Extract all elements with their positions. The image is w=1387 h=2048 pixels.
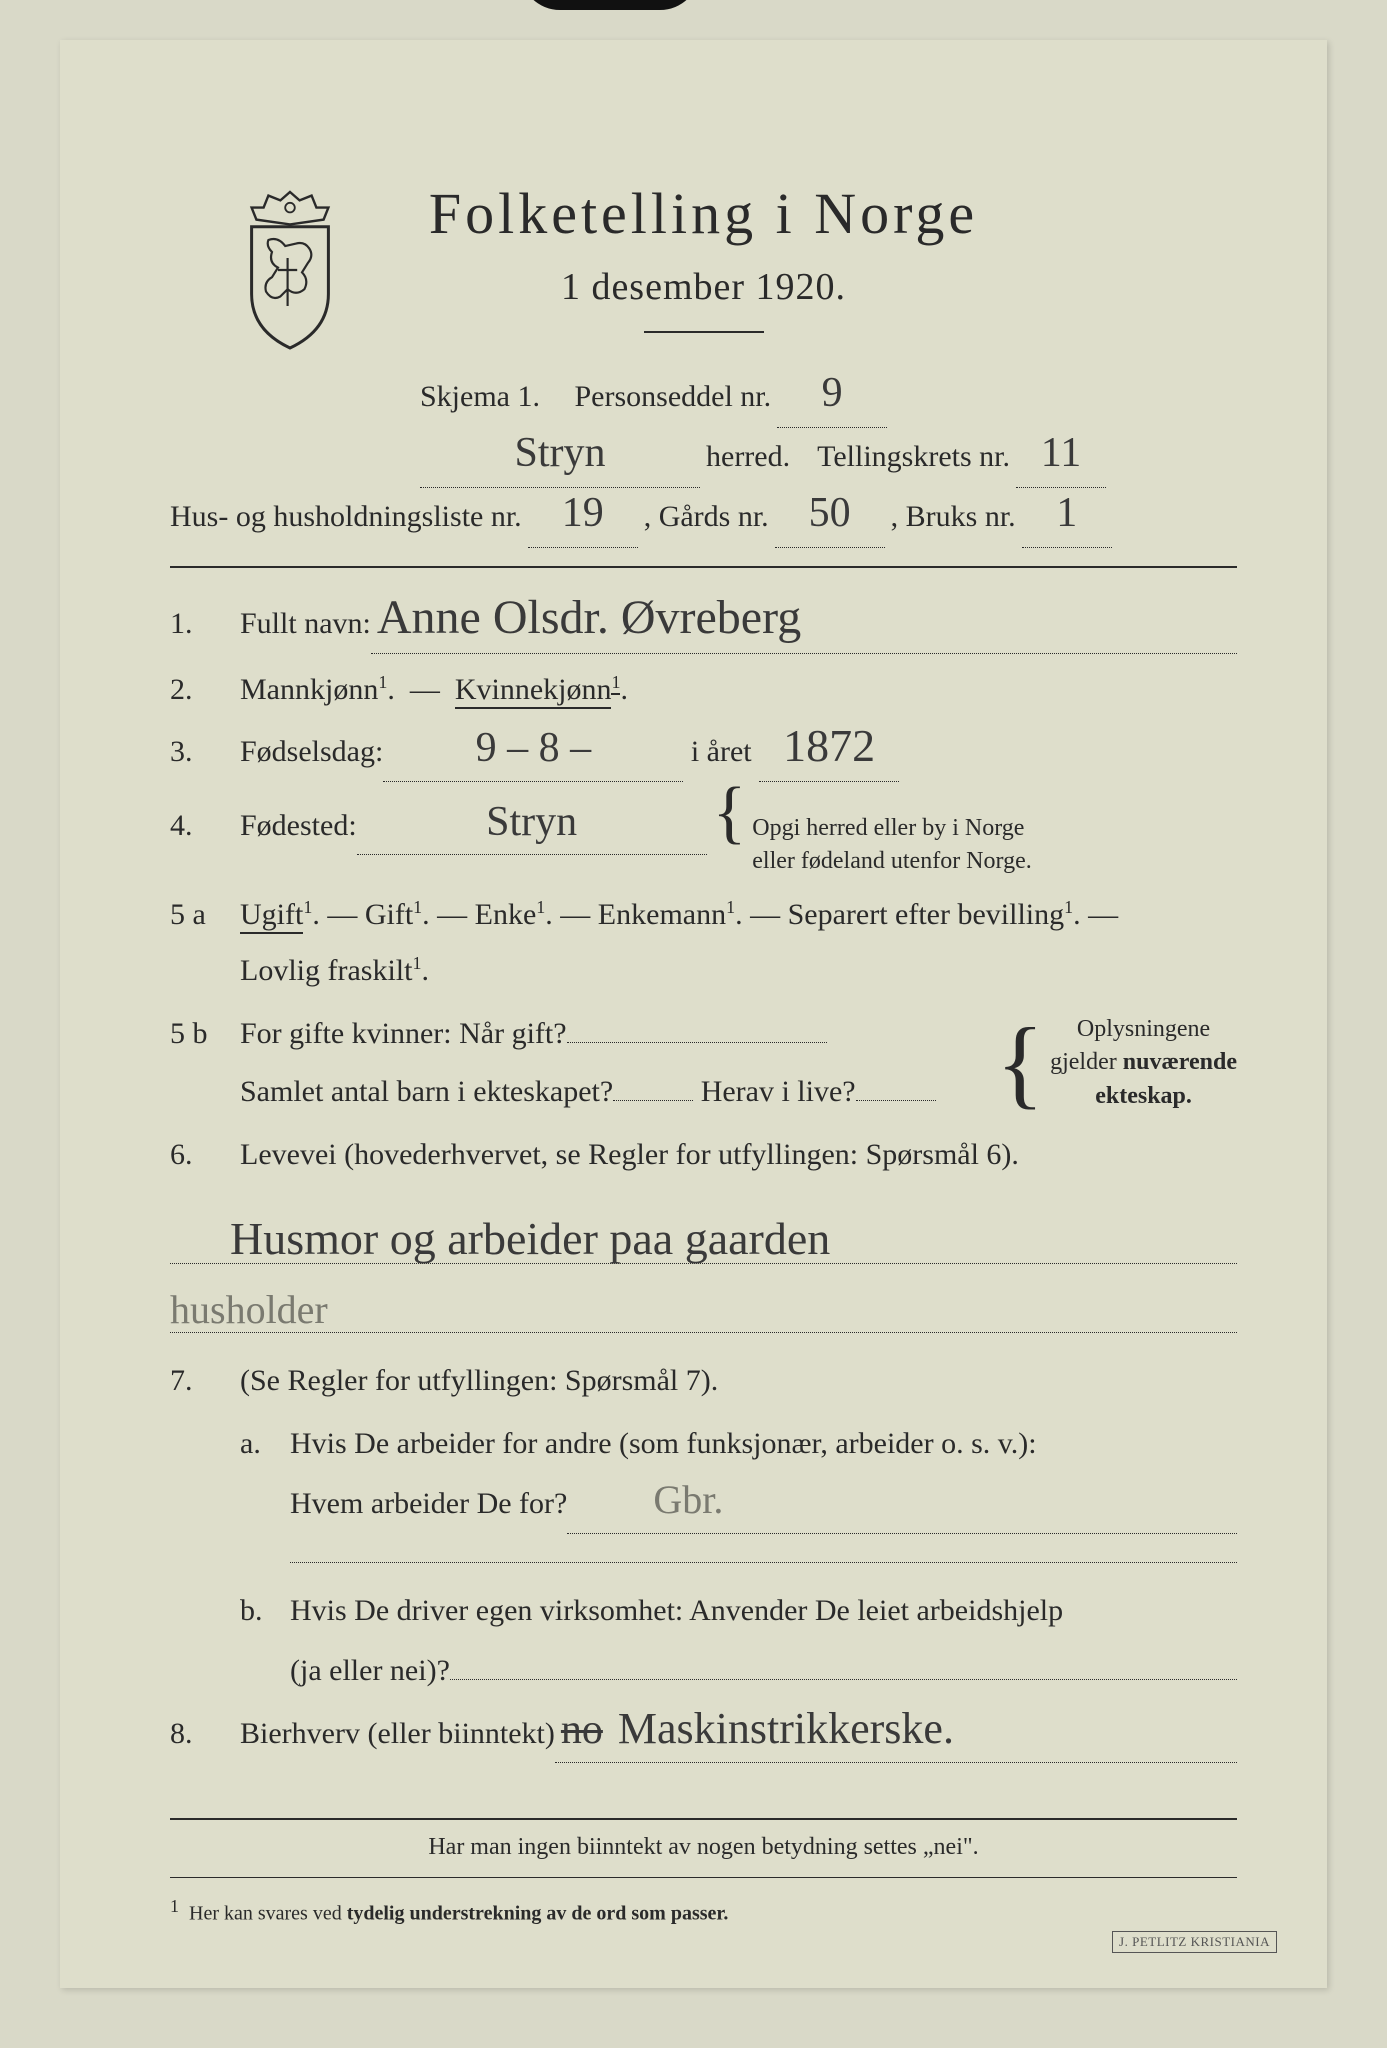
q2-num: 2. [170,664,240,717]
gards-value: 50 [809,490,851,536]
q3-label: Fødselsdag: [240,726,383,779]
q7a-letter: a. [240,1418,290,1471]
q3-year: 1872 [783,720,875,771]
q4-note1: Opgi herred eller by i Norge [752,815,1024,841]
q6-num: 6. [170,1129,240,1182]
q1-label: Fullt navn: [240,598,371,651]
q8-row: 8. Bierhverv (eller biinntekt) no Maskin… [170,1708,1237,1764]
q3-num: 3. [170,726,240,779]
page-torn-edge [520,0,700,10]
bruks-label: , Bruks nr. [891,488,1016,545]
q7-label: (Se Regler for utfyllingen: Spørsmål 7). [240,1364,718,1397]
q1-row: 1. Fullt navn: Anne Olsdr. Øvreberg [170,598,1237,654]
q1-value: Anne Olsdr. Øvreberg [377,591,801,644]
q3-year-label: i året [691,726,752,779]
brace-icon: { [713,792,747,834]
q5a-num: 5 a [170,889,240,942]
skjema-label: Skjema 1. [420,368,540,425]
q5b-label2: Samlet antal barn i ekteskapet? [240,1066,613,1119]
q4-note2: eller fødeland utenfor Norge. [752,848,1031,874]
q6-line1: Husmor og arbeider paa gaarden [170,1221,1237,1264]
q8-strike: no [561,1707,603,1753]
q2-row: 2. Mannkjønn1. — Kvinnekjønn1. [170,664,1237,717]
q5a-enkemann: Enkemann [598,898,726,931]
q1-num: 1. [170,598,240,651]
q5a-gift: Gift [365,898,413,931]
census-form-page: Folketelling i Norge 1 desember 1920. Sk… [60,40,1327,1988]
q5a-enke: Enke [475,898,537,931]
q5a-ugift: Ugift [240,898,303,934]
personseddel-label: Personseddel nr. [575,368,772,425]
meta-rule [170,566,1237,568]
herred-value: Stryn [514,430,605,476]
q5a-lovlig: Lovlig fraskilt [240,954,412,987]
hus-label: Hus- og husholdningsliste nr. [170,488,522,545]
q2-mann: Mannkjønn [240,673,378,706]
footer-small: 1 Her kan svares ved tydelig understrekn… [170,1896,1237,1926]
q8-num: 8. [170,1708,240,1761]
q6-line2: husholder [170,1294,1237,1333]
q7a-line2 [290,1558,1237,1563]
q5b-row: 5 b For gifte kvinner: Når gift? Samlet … [170,1008,1237,1119]
q6-row: 6. Levevei (hovederhvervet, se Regler fo… [170,1129,1237,1182]
q7b-row: b. Hvis De driver egen virksomhet: Anven… [240,1585,1237,1638]
meta-row-1: Skjema 1. Personseddel nr. 9 [420,368,1177,428]
gards-label: , Gårds nr. [644,488,769,545]
q4-num: 4. [170,800,240,853]
q4-value: Stryn [486,799,577,845]
q7b-q: (ja eller nei)? [290,1645,450,1698]
q6-label: Levevei (hovederhvervet, se Regler for u… [240,1138,1019,1171]
bruks-value: 1 [1056,490,1077,536]
q2-kvinne: Kvinnekjønn [455,673,612,709]
q5b-label3: Herav i live? [701,1066,856,1119]
q4-row: 4. Fødested: Stryn { Opgi herred eller b… [170,792,1237,879]
q7b-q-row: (ja eller nei)? [240,1645,1237,1698]
q7a-q-row: Hvem arbeider De for? Gbr. [240,1478,1237,1534]
meta-row-2: Stryn herred. Tellingskrets nr. 11 [420,428,1177,488]
coat-of-arms [230,185,350,360]
tellingskrets-label: Tellingskrets nr. [817,428,1010,485]
personseddel-value: 9 [822,370,843,416]
q5a-separert: Separert efter bevilling [788,898,1065,931]
q7-row: 7. (Se Regler for utfyllingen: Spørsmål … [170,1355,1237,1408]
q7b-label: Hvis De driver egen virksomhet: Anvender… [290,1585,1063,1638]
q6-value: Husmor og arbeider paa gaarden [230,1213,830,1264]
q7-num: 7. [170,1355,240,1408]
footer-rule-2 [170,1877,1237,1878]
q7a-row: a. Hvis De arbeider for andre (som funks… [240,1418,1237,1471]
q5b-note1: Oplysningene [1077,1016,1210,1042]
q7a-value: Gbr. [653,1477,723,1522]
q7a-label: Hvis De arbeider for andre (som funksjon… [290,1418,1037,1471]
title-rule [644,331,764,333]
q5b-label1: For gifte kvinner: Når gift? [240,1008,567,1061]
footer-rule-1 [170,1818,1237,1820]
hus-value: 19 [562,490,604,536]
meta-row-3: Hus- og husholdningsliste nr. 19 , Gårds… [170,488,1237,548]
brace-icon: { [996,1033,1044,1093]
q7a-q: Hvem arbeider De for? [290,1478,567,1531]
tellingskrets-value: 11 [1041,430,1081,476]
q3-row: 3. Fødselsdag: 9 – 8 – i året 1872 [170,726,1237,782]
q4-label: Fødested: [240,800,357,853]
q3-day: 9 – 8 – [476,725,592,771]
printer-stamp: J. PETLITZ KRISTIANIA [1112,1931,1277,1953]
q5b-num: 5 b [170,1008,240,1061]
q5a-row2: Lovlig fraskilt1. [170,945,1237,998]
q6-pencil: husholder [170,1287,328,1332]
q8-label: Bierhverv (eller biinntekt) [240,1708,555,1761]
q8-value: Maskinstrikkerske. [618,1704,954,1753]
footer-note: Har man ingen biinntekt av nogen betydni… [170,1834,1237,1861]
q5a-row: 5 a Ugift1. — Gift1. — Enke1. — Enkemann… [170,889,1237,942]
herred-label: herred. [706,428,790,485]
q5b-note2: gjelder nuværende [1050,1049,1237,1075]
q5b-note3: ekteskap. [1095,1083,1192,1109]
q7b-letter: b. [240,1585,290,1638]
